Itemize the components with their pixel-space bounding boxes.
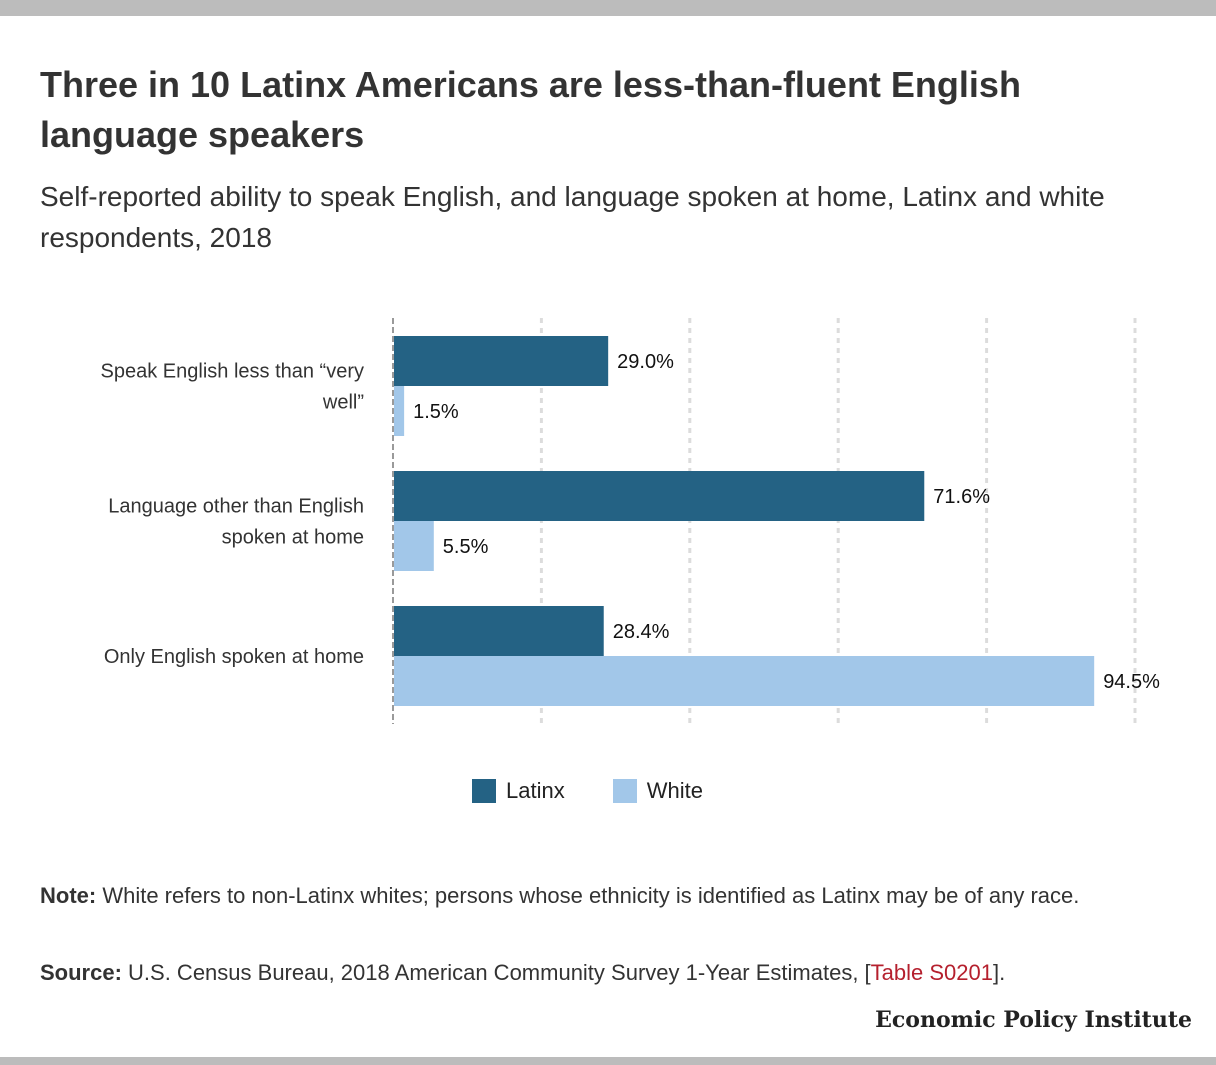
legend-swatch-latinx bbox=[472, 779, 496, 803]
bar-white-1 bbox=[394, 521, 434, 571]
bar-latinx-2 bbox=[394, 606, 604, 656]
bar-white-0 bbox=[394, 386, 405, 436]
value-label-white-0: 1.5% bbox=[413, 401, 459, 423]
value-label-latinx-0: 29.0% bbox=[617, 351, 674, 373]
chart-title: Three in 10 Latinx Americans are less-th… bbox=[40, 64, 1021, 155]
category-label-0-0: Speak English less than “very bbox=[101, 361, 364, 383]
source-text: U.S. Census Bureau, 2018 American Commun… bbox=[121, 960, 871, 985]
category-label-1-0: Language other than English bbox=[108, 496, 364, 518]
top-border bbox=[0, 0, 1216, 16]
value-label-white-2: 94.5% bbox=[1103, 671, 1160, 693]
value-label-latinx-1: 71.6% bbox=[933, 486, 990, 508]
note-text: White refers to non-Latinx whites; perso… bbox=[96, 883, 1080, 908]
legend-swatch-white bbox=[612, 779, 637, 803]
legend-item-white: White bbox=[612, 778, 703, 804]
bar-white-2 bbox=[394, 656, 1095, 706]
legend-label-latinx: Latinx bbox=[506, 778, 565, 803]
brand-logo: Economic Policy Institute bbox=[875, 1007, 1192, 1033]
value-label-latinx-2: 28.4% bbox=[613, 621, 670, 643]
source-link[interactable]: Table S0201 bbox=[870, 960, 993, 985]
source-label: Source: bbox=[40, 960, 122, 985]
value-label-white-1: 5.5% bbox=[443, 536, 489, 558]
category-label-1-1: spoken at home bbox=[222, 527, 364, 549]
category-label-2-0: Only English spoken at home bbox=[104, 646, 364, 668]
note-label: Note: bbox=[40, 883, 97, 908]
legend-label-white: White bbox=[646, 778, 703, 803]
bar-latinx-1 bbox=[394, 471, 925, 521]
source: Source: U.S. Census Bureau, 2018 America… bbox=[40, 957, 1180, 988]
chart-subtitle: Self-reported ability to speak English, … bbox=[40, 181, 1105, 253]
bar-latinx-0 bbox=[394, 336, 609, 386]
category-label-0-1: well” bbox=[322, 392, 364, 414]
source-after: ]. bbox=[993, 960, 1006, 985]
bottom-border bbox=[0, 1057, 1216, 1065]
note: Note: White refers to non-Latinx whites;… bbox=[40, 880, 1180, 911]
bar-chart: Speak English less than “very well” 29.0% 1… bbox=[101, 318, 1160, 724]
legend-item-latinx: Latinx bbox=[472, 778, 565, 804]
legend: Latinx White bbox=[472, 778, 751, 804]
